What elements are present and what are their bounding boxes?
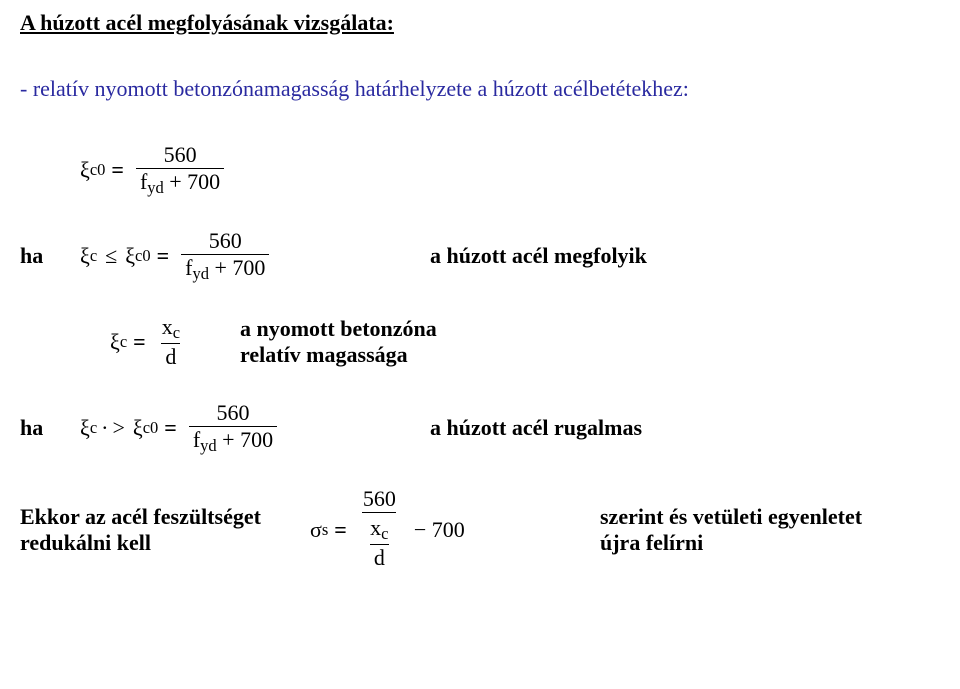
equals-sign-5: =: [334, 517, 347, 543]
sigma-s: σ: [310, 517, 322, 543]
fraction-xc-d-inner: xc d: [366, 515, 392, 571]
formula-content: ξc0 = 560 fyd + 700: [80, 142, 230, 198]
fraction-xc-d: xc d: [158, 314, 184, 370]
minus-700: − 700: [414, 517, 465, 543]
bottom-left-line2: redukálni kell: [20, 530, 310, 556]
formula-xi-c0-definition: ξc0 = 560 fyd + 700: [80, 142, 940, 198]
xi-c-sub: c: [90, 246, 97, 266]
bottom-right-line1: szerint és vetületi egyenletet: [600, 504, 940, 530]
numerator-xc-2: xc: [366, 515, 392, 544]
numerator-2: 560: [205, 228, 246, 254]
bottom-left-text: Ekkor az acél feszültséget redukálni kel…: [20, 504, 310, 556]
numerator-sigma: 560: [359, 486, 400, 512]
row-xi-c-def: ξc = xc d a nyomott betonzóna relatív ma…: [110, 314, 940, 370]
xi-c-4: ξ: [80, 415, 90, 441]
denominator-3: fyd + 700: [189, 426, 277, 456]
xc-x-2: x: [370, 515, 381, 540]
row-condition-elastic: ha ξc · > ξc0 = 560 fyd + 700 a húzott a…: [20, 400, 940, 456]
bottom-right-line2: újra felírni: [600, 530, 940, 556]
text-nyomott: a nyomott betonzóna relatív magassága: [240, 316, 437, 368]
text-nyomott-line2: relatív magassága: [240, 342, 437, 368]
text-elastic: a húzott acél rugalmas: [430, 415, 642, 441]
xi-c0-sub-3: c0: [143, 418, 159, 438]
text-yield: a húzott acél megfolyik: [430, 243, 647, 269]
sigma-s-sub: s: [322, 520, 328, 540]
xc-sub: c: [173, 323, 180, 342]
page-title: A húzott acél megfolyásának vizsgálata:: [20, 10, 940, 36]
xi-c0-3: ξ: [133, 415, 143, 441]
denominator-2: fyd + 700: [181, 254, 269, 284]
fyd-sub-3: yd: [200, 436, 217, 455]
le-sign: ≤: [105, 243, 117, 269]
xc-sub-2: c: [381, 524, 388, 543]
fraction: 560 fyd + 700: [136, 142, 224, 198]
gt-sign: >: [112, 415, 124, 441]
denominator-d: d: [161, 343, 180, 370]
text-nyomott-line1: a nyomott betonzóna: [240, 316, 437, 342]
xi-c0-sub: c0: [90, 160, 106, 180]
xc-x: x: [162, 314, 173, 339]
fraction-sigma: 560 xc d: [359, 486, 400, 573]
dot-op: ·: [101, 415, 108, 441]
denominator-sigma: xc d: [362, 512, 396, 573]
numerator: 560: [160, 142, 201, 168]
fraction-3: 560 fyd + 700: [189, 400, 277, 456]
xi-symbol: ξ: [80, 157, 90, 183]
xi-c: ξ: [80, 243, 90, 269]
plus-700-2: + 700: [209, 255, 265, 280]
fyd-sub: yd: [147, 178, 164, 197]
ha-label: ha: [20, 243, 80, 269]
equals-sign-4: =: [164, 415, 177, 441]
bottom-right-text: szerint és vetületi egyenletet újra felí…: [600, 504, 940, 556]
plus-700: + 700: [164, 169, 220, 194]
row-condition-yield: ha ξc ≤ ξc0 = 560 fyd + 700 a húzott acé…: [20, 228, 940, 284]
xi-c0-sub-2: c0: [135, 246, 151, 266]
equals-sign-2: =: [157, 243, 170, 269]
formula-sigma-s: σs = 560 xc d − 700: [310, 486, 600, 573]
equals-sign: =: [111, 157, 124, 183]
equals-sign-3: =: [133, 329, 146, 355]
row-bottom: Ekkor az acél feszültséget redukálni kel…: [20, 486, 940, 573]
fraction-2: 560 fyd + 700: [181, 228, 269, 284]
formula-yield-cond: ξc ≤ ξc0 = 560 fyd + 700: [80, 228, 390, 284]
numerator-3: 560: [212, 400, 253, 426]
xi-c-3: ξ: [110, 329, 120, 355]
bottom-left-line1: Ekkor az acél feszültséget: [20, 504, 310, 530]
xi-c-sub-4: c: [90, 418, 97, 438]
denominator-d-2: d: [370, 544, 389, 571]
ha-label-2: ha: [20, 415, 80, 441]
xi-c0-2: ξ: [125, 243, 135, 269]
xi-c-sub-3: c: [120, 332, 127, 352]
plus-700-3: + 700: [217, 427, 273, 452]
formula-xi-c-def: ξc = xc d: [110, 314, 240, 370]
denominator: fyd + 700: [136, 168, 224, 198]
formula-elastic-cond: ξc · > ξc0 = 560 fyd + 700: [80, 400, 390, 456]
subtitle: - relatív nyomott betonzónamagasság hatá…: [20, 76, 940, 102]
fyd-sub-2: yd: [192, 264, 209, 283]
numerator-xc: xc: [158, 314, 184, 343]
